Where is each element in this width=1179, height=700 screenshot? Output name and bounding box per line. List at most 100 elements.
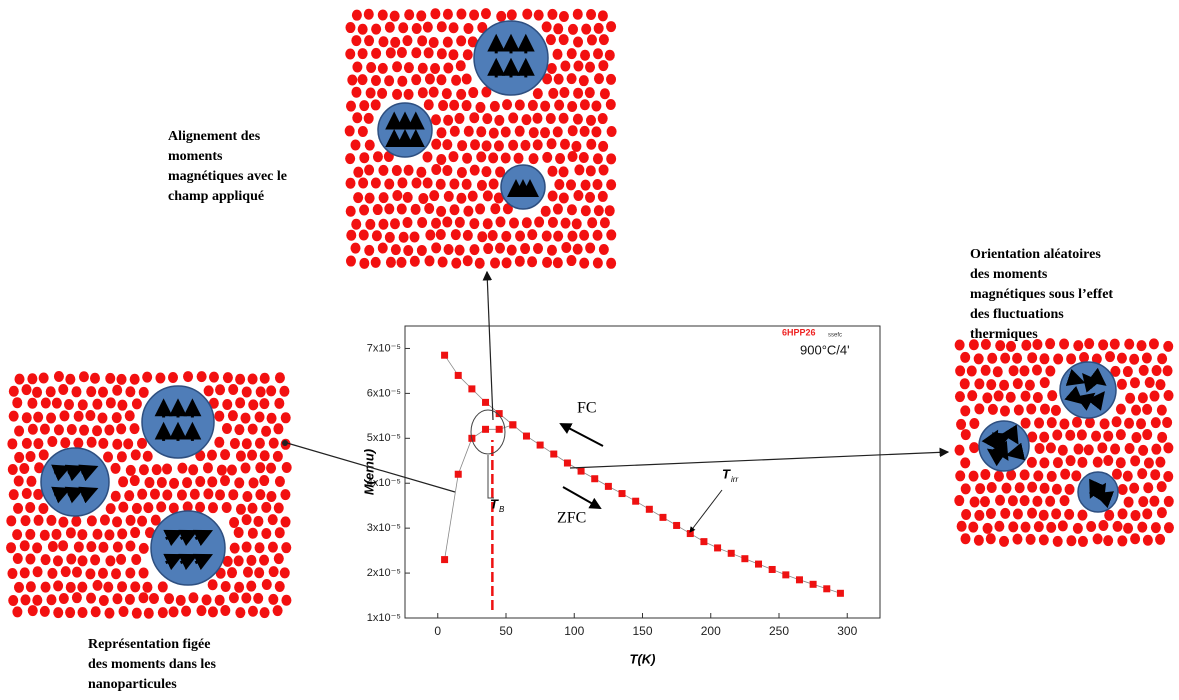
- particle: [1125, 392, 1136, 404]
- particle: [131, 554, 142, 566]
- particle: [216, 464, 227, 476]
- particle: [514, 125, 525, 137]
- particle: [1150, 469, 1161, 481]
- particle: [13, 581, 24, 593]
- particle: [520, 243, 531, 255]
- particle: [273, 423, 284, 435]
- particle: [392, 190, 403, 202]
- particle: [1129, 353, 1140, 365]
- particle: [220, 605, 231, 617]
- particle: [449, 99, 460, 111]
- particle: [39, 423, 50, 435]
- particle: [424, 73, 435, 85]
- particle: [8, 385, 19, 397]
- particle: [1053, 353, 1064, 365]
- data-point: [645, 505, 653, 513]
- plot: 0 50 100 150 200 250 300 1x10⁻⁵ 2x10⁻⁵ 3x10⁻⁵ 4x10…: [361, 342, 857, 666]
- particle: [521, 217, 532, 229]
- particle: [416, 244, 427, 256]
- particle: [956, 520, 967, 532]
- particle: [1110, 365, 1121, 377]
- particle: [385, 256, 396, 268]
- particle: [1143, 482, 1154, 494]
- particle: [559, 87, 570, 99]
- particle: [1038, 534, 1049, 546]
- data-point: [591, 475, 599, 483]
- particle: [220, 580, 231, 592]
- particle: [1057, 444, 1068, 456]
- particle: [1059, 418, 1070, 430]
- particle: [416, 166, 427, 178]
- particle: [52, 555, 63, 567]
- particle: [25, 553, 36, 565]
- particle: [1001, 482, 1012, 494]
- particle: [552, 126, 563, 138]
- particle: [241, 514, 252, 526]
- particle: [202, 462, 213, 474]
- particle: [255, 489, 266, 501]
- particle: [1046, 417, 1057, 429]
- particle: [416, 10, 427, 22]
- data-point: [659, 513, 667, 521]
- particle: [247, 605, 258, 617]
- particle: [578, 75, 589, 87]
- particle: [14, 425, 25, 437]
- particle: [370, 256, 381, 268]
- particle: [97, 567, 108, 579]
- caption-line: Représentation figée: [88, 637, 210, 652]
- particle: [241, 541, 252, 553]
- particle: [116, 423, 127, 435]
- particle: [1071, 416, 1082, 428]
- particle: [233, 555, 244, 567]
- particle: [1039, 403, 1050, 415]
- particle: [548, 87, 559, 99]
- particle: [103, 451, 114, 463]
- particle: [220, 449, 231, 461]
- particle: [476, 151, 487, 163]
- particle: [969, 496, 980, 508]
- particle: [390, 244, 401, 256]
- particle: [422, 151, 433, 163]
- particle: [1123, 522, 1134, 534]
- particle: [58, 516, 69, 528]
- particle: [1091, 430, 1102, 442]
- particle: [528, 127, 539, 139]
- particle: [554, 178, 565, 190]
- particle: [500, 152, 511, 164]
- particle: [384, 21, 395, 33]
- particle: [1079, 351, 1090, 363]
- particle: [545, 34, 556, 46]
- caption-line: des moments: [970, 267, 1048, 282]
- particle: [25, 581, 36, 593]
- particle: [1111, 468, 1122, 480]
- particle: [12, 397, 23, 409]
- particle: [605, 99, 616, 111]
- particle: [540, 127, 551, 139]
- particle: [493, 192, 504, 204]
- particle: [1117, 535, 1128, 547]
- particle: [566, 204, 577, 216]
- particle: [19, 463, 30, 475]
- plot-frame: [404, 325, 881, 619]
- particle: [347, 74, 358, 86]
- particle: [489, 100, 500, 112]
- particle: [189, 488, 200, 500]
- particle: [411, 177, 422, 189]
- particle: [345, 205, 356, 217]
- particle: [1032, 495, 1043, 507]
- particle: [606, 179, 617, 191]
- particle: [1144, 377, 1155, 389]
- particle: [448, 151, 459, 163]
- particle: [261, 579, 272, 591]
- particle: [46, 514, 57, 526]
- particle: [448, 49, 459, 61]
- particle: [993, 470, 1004, 482]
- particle: [1039, 482, 1050, 494]
- particle: [502, 99, 513, 111]
- particle: [196, 371, 207, 383]
- particle: [162, 463, 173, 475]
- connectors: [282, 270, 950, 533]
- particle: [182, 477, 193, 489]
- particle: [1039, 353, 1050, 365]
